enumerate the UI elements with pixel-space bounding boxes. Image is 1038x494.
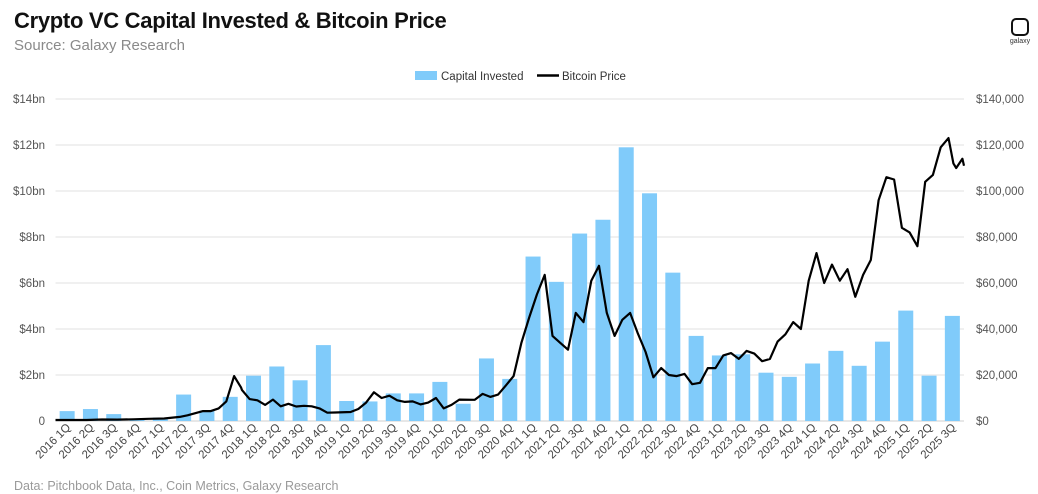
bar [199, 410, 215, 421]
left-axis-tick: 0 [39, 416, 45, 428]
right-axis-tick: $80,000 [976, 232, 1018, 244]
logo-text: galaxy [1009, 38, 1031, 45]
bar [315, 345, 331, 421]
legend: Capital Invested Bitcoin Price [415, 71, 626, 83]
bar [665, 272, 681, 421]
bar [874, 341, 890, 421]
left-axis-tick: $6bn [19, 278, 45, 290]
bitcoin-price-line [55, 137, 966, 422]
left-axis-tick: $2bn [19, 370, 45, 382]
bar [292, 380, 308, 421]
right-axis-tick: $40,000 [976, 324, 1018, 336]
left-axis-tick: $14bn [13, 94, 45, 106]
bar [758, 372, 774, 421]
bar [828, 350, 844, 421]
right-axis-tick: $60,000 [976, 278, 1018, 290]
gridlines [55, 98, 964, 422]
bar [805, 363, 821, 421]
bar [525, 256, 541, 421]
legend-label-capital-invested: Capital Invested [441, 71, 523, 83]
bar [269, 366, 285, 421]
bar [106, 414, 122, 421]
chart-subtitle: Source: Galaxy Research [14, 37, 185, 54]
bar [548, 281, 564, 421]
bar [409, 393, 425, 421]
bar [478, 358, 494, 421]
galaxy-logo-icon [1011, 18, 1029, 36]
bar [572, 233, 588, 421]
left-axis-tick: $10bn [13, 186, 45, 198]
bar [781, 376, 797, 421]
bar [502, 378, 518, 421]
galaxy-logo: galaxy [1006, 18, 1034, 45]
left-axis-tick: $8bn [19, 232, 45, 244]
bar [688, 335, 704, 421]
bar [898, 310, 914, 421]
bar [735, 354, 751, 421]
right-axis-tick: $0 [976, 416, 989, 428]
bar [851, 365, 867, 421]
left-axis-tick: $12bn [13, 140, 45, 152]
left-axis-tick: $4bn [19, 324, 45, 336]
bar [59, 411, 75, 421]
bar [944, 315, 960, 421]
right-axis-tick: $120,000 [976, 140, 1024, 152]
bar [129, 419, 145, 421]
bar [642, 193, 658, 421]
legend-label-bitcoin-price: Bitcoin Price [562, 71, 626, 83]
right-axis-tick: $100,000 [976, 186, 1024, 198]
line-bitcoin-price [55, 137, 966, 422]
axes: 0 $0 $2bn $20,000 $4bn $40,000 $6bn $60,000 $8bn… [13, 94, 1024, 461]
bar [921, 375, 937, 421]
bar [246, 375, 262, 421]
right-axis-tick: $20,000 [976, 370, 1018, 382]
bar [455, 403, 471, 421]
bar [339, 400, 355, 421]
bar [222, 396, 238, 421]
legend-swatch-capital-invested [415, 71, 437, 80]
bar [618, 147, 634, 422]
bar [82, 409, 98, 421]
data-source-footer: Data: Pitchbook Data, Inc., Coin Metrics… [14, 479, 339, 493]
bar [711, 355, 727, 421]
chart-title: Crypto VC Capital Invested & Bitcoin Pri… [14, 8, 447, 33]
bar [362, 401, 378, 421]
right-axis-tick: $140,000 [976, 94, 1024, 106]
